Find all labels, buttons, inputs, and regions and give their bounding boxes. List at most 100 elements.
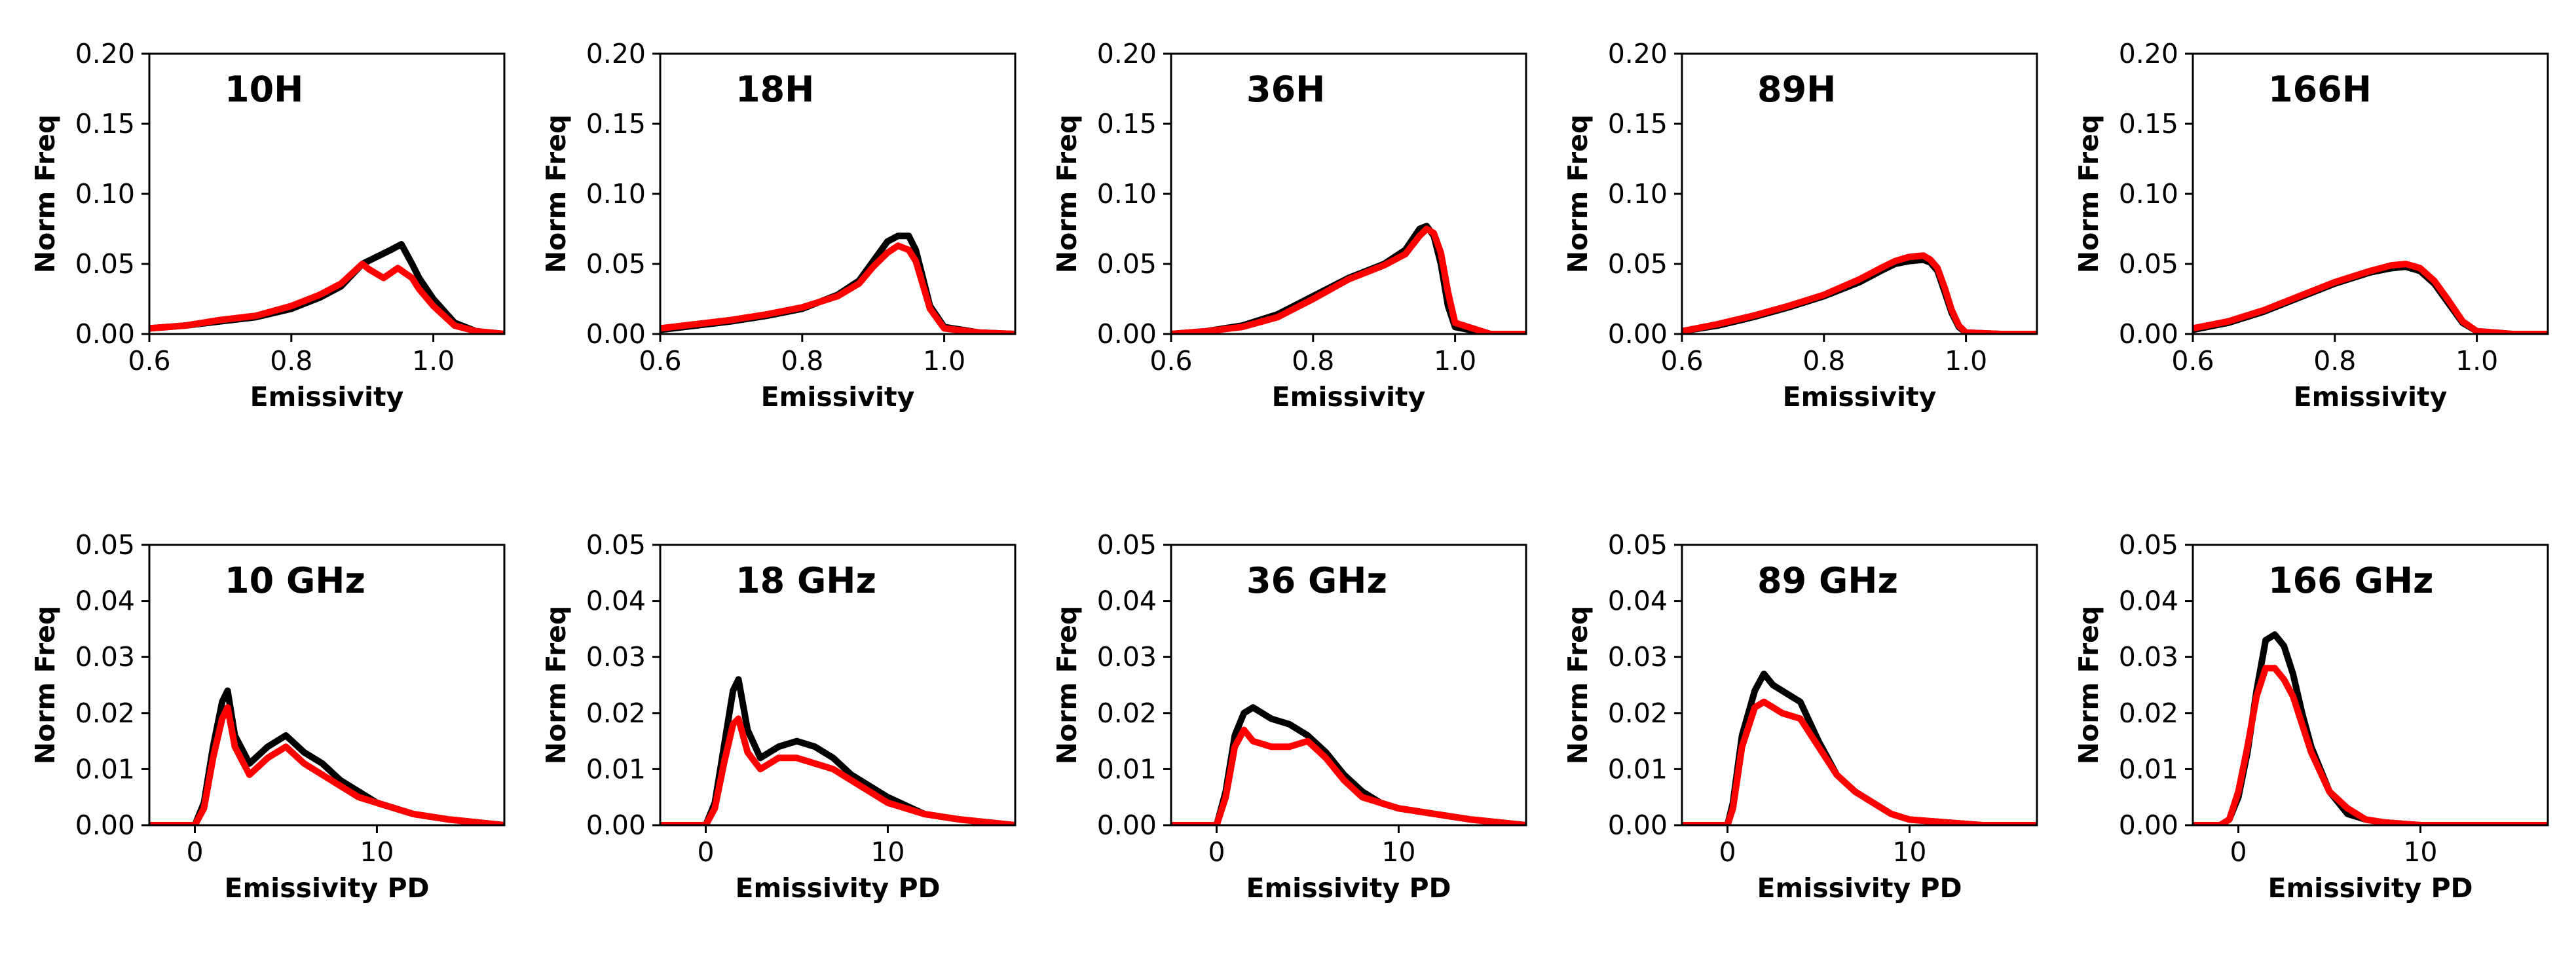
- x-tick-label: 0.8: [2313, 345, 2356, 377]
- y-tick-label: 0.10: [75, 178, 135, 210]
- y-tick-label: 0.20: [75, 38, 135, 69]
- y-tick-label: 0.15: [2119, 108, 2178, 139]
- series-line-red: [149, 261, 504, 334]
- x-axis-label: Emissivity: [1783, 381, 1937, 413]
- y-tick-label: 0.20: [2119, 38, 2178, 69]
- x-tick-label: 0: [697, 836, 714, 868]
- y-axis-label: Norm Freq: [540, 115, 572, 273]
- y-tick-label: 0.01: [586, 753, 646, 785]
- y-axis-label: Norm Freq: [1562, 115, 1594, 273]
- y-tick-label: 0.05: [1097, 529, 1157, 561]
- y-tick-label: 0.05: [1097, 248, 1157, 280]
- panel-title: 89 GHz: [1757, 560, 1898, 601]
- y-axis-label: Norm Freq: [2073, 606, 2104, 764]
- x-tick-label: 0.8: [781, 345, 823, 377]
- panel-title: 10 GHz: [225, 560, 365, 601]
- y-tick-label: 0.02: [1608, 697, 1668, 729]
- x-tick-label: 1.0: [923, 345, 965, 377]
- x-axis-label: Emissivity PD: [1246, 872, 1451, 904]
- x-tick-label: 0.8: [1292, 345, 1334, 377]
- x-tick-label: 0.6: [1660, 345, 1703, 377]
- y-tick-label: 0.20: [586, 38, 646, 69]
- x-tick-label: 10: [360, 836, 394, 868]
- y-tick-label: 0.04: [1608, 585, 1668, 617]
- y-tick-label: 0.20: [1097, 38, 1157, 69]
- y-tick-label: 0.15: [1097, 108, 1157, 139]
- x-tick-label: 0.8: [1802, 345, 1845, 377]
- x-tick-label: 0.6: [2171, 345, 2214, 377]
- y-tick-label: 0.05: [75, 529, 135, 561]
- x-tick-label: 10: [2403, 836, 2437, 868]
- y-tick-label: 0.00: [2119, 809, 2178, 841]
- x-axis-label: Emissivity PD: [1757, 872, 1962, 904]
- series-line-red: [149, 704, 504, 825]
- y-tick-label: 0.03: [586, 641, 646, 673]
- subplot-8: 0.00 0.01 0.02 0.03 0.04 0.05 0 10 Emissivity PD…: [1051, 529, 1527, 904]
- y-axis-label: Norm Freq: [2073, 115, 2104, 273]
- y-tick-label: 0.00: [75, 318, 135, 350]
- x-tick-label: 1.0: [2455, 345, 2498, 377]
- y-tick-label: 0.01: [1608, 753, 1668, 785]
- x-tick-label: 0.8: [270, 345, 312, 377]
- y-tick-label: 0.05: [2119, 248, 2178, 280]
- plot-frame: [659, 544, 1017, 827]
- y-tick-label: 0.05: [586, 248, 646, 280]
- series-line-red: [660, 242, 1015, 334]
- y-tick-label: 0.15: [75, 108, 135, 139]
- y-tick-label: 0.03: [1097, 641, 1157, 673]
- x-axis-label: Emissivity: [250, 381, 404, 413]
- y-axis-label: Norm Freq: [29, 606, 61, 764]
- y-tick-label: 0.10: [1097, 178, 1157, 210]
- y-tick-label: 0.00: [586, 809, 646, 841]
- y-axis-label: Norm Freq: [1051, 115, 1083, 273]
- x-tick-label: 1.0: [1434, 345, 1476, 377]
- x-axis-label: Emissivity: [1272, 381, 1426, 413]
- y-tick-label: 0.03: [2119, 641, 2178, 673]
- y-tick-label: 0.01: [1097, 753, 1157, 785]
- x-tick-label: 10: [1892, 836, 1926, 868]
- y-tick-label: 0.04: [2119, 585, 2178, 617]
- y-tick-label: 0.01: [2119, 753, 2178, 785]
- x-tick-label: 10: [870, 836, 905, 868]
- x-tick-label: 0.6: [128, 345, 170, 377]
- y-tick-label: 0.05: [75, 248, 135, 280]
- y-tick-label: 0.10: [1608, 178, 1668, 210]
- panel-title: 18H: [736, 69, 814, 110]
- plot-frame: [1681, 52, 2038, 335]
- plot-frame: [1170, 544, 1527, 827]
- plot-frame: [1681, 544, 2038, 827]
- series-line-black: [2193, 263, 2548, 334]
- x-tick-label: 10: [1381, 836, 1415, 868]
- y-tick-label: 0.00: [1097, 318, 1157, 350]
- series-line-red: [1682, 698, 2037, 825]
- series-line-red: [1171, 225, 1526, 334]
- x-axis-label: Emissivity PD: [2268, 872, 2473, 904]
- y-tick-label: 0.00: [586, 318, 646, 350]
- y-tick-label: 0.05: [1608, 529, 1668, 561]
- y-tick-label: 0.04: [75, 585, 135, 617]
- y-tick-label: 0.00: [1608, 318, 1668, 350]
- y-axis-label: Norm Freq: [540, 606, 572, 764]
- plot-frame: [2192, 544, 2549, 827]
- subplot-9: 0.00 0.01 0.02 0.03 0.04 0.05 0 10 Emissivity PD…: [1562, 529, 2038, 904]
- y-tick-label: 0.04: [1097, 585, 1157, 617]
- x-tick-label: 1.0: [1945, 345, 1987, 377]
- y-tick-label: 0.05: [1608, 248, 1668, 280]
- panel-title: 166 GHz: [2268, 560, 2433, 601]
- x-tick-label: 0: [1208, 836, 1225, 868]
- y-tick-label: 0.15: [1608, 108, 1668, 139]
- y-tick-label: 0.04: [586, 585, 646, 617]
- x-axis-label: Emissivity PD: [735, 872, 940, 904]
- y-tick-label: 0.03: [75, 641, 135, 673]
- y-tick-label: 0.10: [2119, 178, 2178, 210]
- x-tick-label: 0.6: [1149, 345, 1192, 377]
- y-tick-label: 0.02: [1097, 697, 1157, 729]
- series-line-red: [660, 715, 1015, 825]
- x-tick-label: 1.0: [412, 345, 455, 377]
- series-line-red: [1682, 252, 2037, 334]
- series-line-red: [2193, 261, 2548, 334]
- x-tick-label: 0: [186, 836, 203, 868]
